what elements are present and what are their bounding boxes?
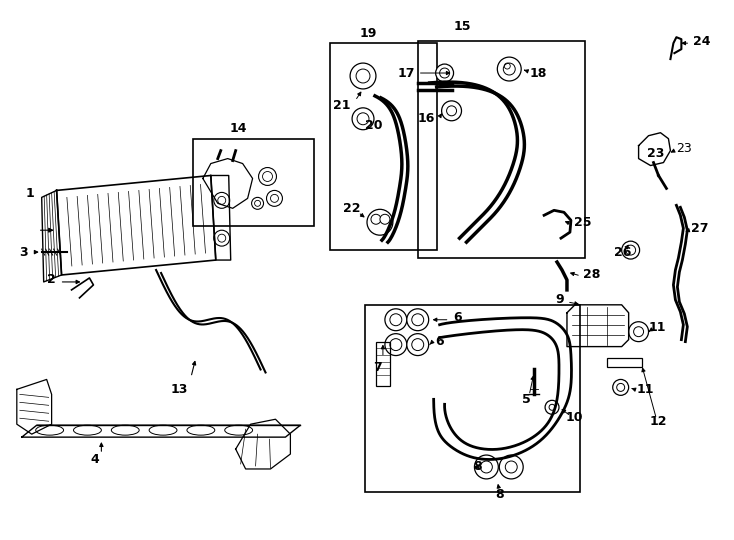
- Circle shape: [442, 101, 462, 121]
- Text: 6: 6: [436, 335, 444, 348]
- Text: 26: 26: [614, 246, 631, 259]
- Circle shape: [390, 339, 401, 350]
- Bar: [330, 43, 437, 250]
- Text: 12: 12: [650, 415, 667, 428]
- Circle shape: [350, 63, 376, 89]
- Circle shape: [412, 339, 424, 350]
- Text: 20: 20: [365, 119, 382, 132]
- Text: 15: 15: [454, 20, 471, 33]
- Text: 18: 18: [529, 66, 547, 79]
- Ellipse shape: [225, 425, 252, 435]
- Text: 3: 3: [20, 246, 28, 259]
- Text: 9: 9: [556, 293, 564, 306]
- Circle shape: [271, 194, 278, 202]
- Text: 27: 27: [691, 222, 709, 235]
- Bar: [607, 357, 642, 368]
- Circle shape: [218, 197, 226, 204]
- Text: 22: 22: [344, 202, 361, 215]
- Circle shape: [474, 455, 498, 479]
- Bar: [418, 41, 585, 258]
- Text: 11: 11: [649, 321, 666, 334]
- Circle shape: [214, 192, 230, 208]
- Ellipse shape: [73, 425, 101, 435]
- Circle shape: [617, 383, 625, 392]
- Text: 8: 8: [495, 488, 504, 501]
- Ellipse shape: [36, 425, 64, 435]
- Circle shape: [613, 380, 628, 395]
- Circle shape: [625, 245, 636, 255]
- Ellipse shape: [112, 425, 139, 435]
- Circle shape: [385, 334, 407, 355]
- Text: 10: 10: [565, 411, 583, 424]
- Text: 16: 16: [417, 112, 435, 125]
- Circle shape: [214, 230, 230, 246]
- Circle shape: [498, 57, 521, 81]
- Text: 1: 1: [26, 187, 34, 200]
- Circle shape: [440, 68, 449, 78]
- Circle shape: [628, 322, 649, 342]
- Circle shape: [352, 108, 374, 130]
- Bar: [193, 139, 314, 226]
- Circle shape: [504, 63, 515, 75]
- Circle shape: [371, 214, 381, 224]
- Text: 7: 7: [374, 361, 382, 374]
- Circle shape: [549, 404, 555, 410]
- Text: 19: 19: [360, 26, 377, 40]
- Text: 2: 2: [47, 273, 56, 286]
- Text: 23: 23: [677, 142, 692, 155]
- Circle shape: [407, 309, 429, 330]
- Circle shape: [385, 309, 407, 330]
- Circle shape: [622, 241, 639, 259]
- Circle shape: [258, 167, 277, 185]
- Circle shape: [633, 327, 644, 336]
- Text: 21: 21: [333, 99, 351, 112]
- Text: 8: 8: [473, 461, 482, 474]
- Ellipse shape: [187, 425, 215, 435]
- Text: 6: 6: [454, 311, 462, 324]
- Bar: [365, 305, 580, 492]
- Text: 24: 24: [694, 35, 711, 48]
- Text: 23: 23: [647, 147, 664, 160]
- Circle shape: [505, 461, 517, 473]
- Circle shape: [545, 400, 559, 414]
- Circle shape: [266, 191, 283, 206]
- Text: 17: 17: [397, 66, 415, 79]
- Text: 25: 25: [574, 216, 592, 229]
- Text: 13: 13: [170, 383, 188, 396]
- Circle shape: [255, 200, 261, 206]
- Circle shape: [218, 234, 226, 242]
- Circle shape: [499, 455, 523, 479]
- Circle shape: [407, 334, 429, 355]
- Circle shape: [446, 106, 457, 116]
- Circle shape: [263, 172, 272, 181]
- Circle shape: [252, 198, 264, 210]
- Text: 5: 5: [522, 393, 531, 406]
- Circle shape: [481, 461, 493, 473]
- Circle shape: [412, 314, 424, 326]
- Circle shape: [367, 210, 393, 235]
- Circle shape: [357, 113, 369, 125]
- Text: 11: 11: [636, 383, 654, 396]
- Circle shape: [356, 69, 370, 83]
- Text: 4: 4: [90, 453, 99, 465]
- Ellipse shape: [149, 425, 177, 435]
- Text: 28: 28: [583, 268, 600, 281]
- Circle shape: [390, 314, 401, 326]
- Circle shape: [436, 64, 454, 82]
- Circle shape: [380, 214, 390, 224]
- Text: 14: 14: [230, 122, 247, 135]
- Bar: [376, 342, 390, 387]
